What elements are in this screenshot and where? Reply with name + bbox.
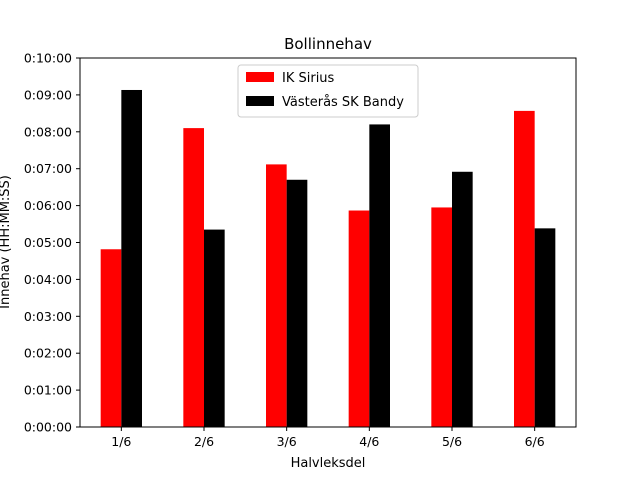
y-tick-label: 0:00:00 [24,420,72,435]
x-tick-label: 4/6 [359,434,379,449]
bar-ik-sirius [100,249,122,427]
bar-vasteras-sk-bandy [369,124,390,428]
bar-ik-sirius [266,164,287,427]
x-tick-label: 3/6 [277,434,297,449]
y-axis-label: Innehav (HH:MM:SS) [0,175,13,309]
y-tick-label: 0:01:00 [24,383,72,398]
legend-entry: Västerås SK Bandy [282,95,404,110]
bar-ik-sirius [183,128,204,428]
x-tick-label: 1/6 [111,434,131,449]
chart-title: Bollinnehav [284,35,372,53]
bar-ik-sirius [431,207,452,427]
bar-vasteras-sk-bandy [121,89,142,427]
bar-vasteras-sk-bandy [286,179,308,427]
y-tick-label: 0:06:00 [24,198,72,213]
legend: IK Sirius Västerås SK Bandy [237,64,419,118]
legend-swatch [246,96,274,106]
y-tick-label: 0:02:00 [24,346,72,361]
bars [100,89,556,428]
bar-ik-sirius [348,210,370,427]
bar-vasteras-sk-bandy [452,171,473,427]
legend-box [237,64,419,118]
y-tick-label: 0:08:00 [24,124,72,139]
bar-vasteras-sk-bandy [204,229,225,427]
y-tick-label: 0:10:00 [24,51,72,66]
bar-vasteras-sk-bandy [534,228,556,427]
y-tick-label: 0:07:00 [24,161,72,176]
y-tick-label: 0:05:00 [24,235,72,250]
legend-entry: IK Sirius [282,71,335,86]
legend-swatch [246,72,274,82]
y-tick-label: 0:04:00 [24,272,72,287]
x-tick-label: 6/6 [525,434,545,449]
x-axis: 1/6 2/6 3/6 4/6 5/6 6/6 [111,427,545,449]
y-tick-label: 0:09:00 [24,87,72,102]
x-tick-label: 5/6 [442,434,462,449]
y-tick-label: 0:03:00 [24,309,72,324]
x-tick-label: 2/6 [194,434,214,449]
y-axis: 0:00:00 0:01:00 0:02:00 0:03:00 0:04:00 0:05:… [24,51,80,435]
x-axis-label: Halvleksdel [291,456,366,471]
bar-ik-sirius [514,110,535,427]
